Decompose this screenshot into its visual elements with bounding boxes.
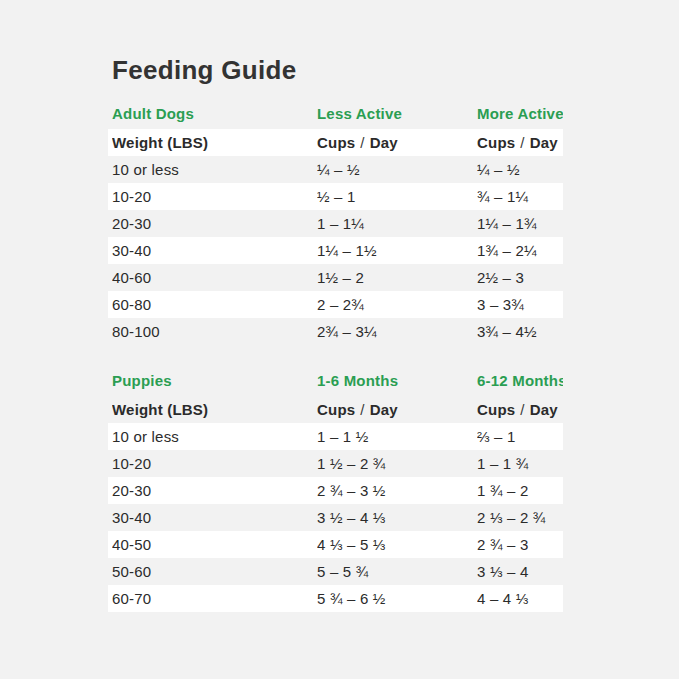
weight-value: 50-60 <box>112 563 317 580</box>
units-cups: Cups <box>317 134 355 151</box>
units-day: Day <box>370 401 398 418</box>
months-1-6-value: 5 ¾ – 6 ½ <box>317 590 477 607</box>
more-active-value: 1¾ – 2¼ <box>477 242 563 259</box>
weight-value: 20-30 <box>112 215 317 232</box>
feeding-guide-page: Feeding Guide Adult Dogs Less Active Mor… <box>0 0 679 612</box>
less-active-value: 1 – 1¼ <box>317 215 477 232</box>
table-row: 40-60 1½ – 2 2½ – 3 <box>108 264 563 291</box>
units-day: Day <box>530 401 558 418</box>
adult-table-header-row: Adult Dogs Less Active More Active <box>108 102 563 124</box>
column-header-more-active: More Active <box>477 105 563 122</box>
less-active-value: 2¾ – 3¼ <box>317 323 477 340</box>
weight-value: 30-40 <box>112 509 317 526</box>
puppies-table: Puppies 1-6 Months 6-12 Months Weight (L… <box>108 369 563 612</box>
weight-value: 10 or less <box>112 161 317 178</box>
table-row: 40-50 4 ⅓ – 5 ⅓ 2 ¾ – 3 <box>108 531 563 558</box>
column-header-1-6-months: 1-6 Months <box>317 372 477 389</box>
table-row: 20-30 1 – 1¼ 1¼ – 1¾ <box>108 210 563 237</box>
column-header-6-12-months: 6-12 Months <box>477 372 563 389</box>
weight-value: 40-60 <box>112 269 317 286</box>
more-active-value: 2½ – 3 <box>477 269 563 286</box>
units-cups: Cups <box>477 401 515 418</box>
units-slash: / <box>360 401 364 418</box>
weight-header: Weight (LBS) <box>112 401 317 418</box>
page-title: Feeding Guide <box>112 56 679 84</box>
months-6-12-value: 4 – 4 ⅓ <box>477 590 563 607</box>
units-header: Cups / Day <box>477 401 563 418</box>
units-slash: / <box>360 134 364 151</box>
more-active-value: 3¾ – 4½ <box>477 323 563 340</box>
table-row: 10-20 1 ½ – 2 ¾ 1 – 1 ¾ <box>108 450 563 477</box>
adult-dogs-table: Adult Dogs Less Active More Active Weigh… <box>108 102 563 345</box>
table-row: 30-40 1¼ – 1½ 1¾ – 2¼ <box>108 237 563 264</box>
weight-value: 20-30 <box>112 482 317 499</box>
column-header-less-active: Less Active <box>317 105 477 122</box>
more-active-value: 1¼ – 1¾ <box>477 215 563 232</box>
less-active-value: 2 – 2¾ <box>317 296 477 313</box>
weight-value: 80-100 <box>112 323 317 340</box>
months-1-6-value: 5 – 5 ¾ <box>317 563 477 580</box>
units-slash: / <box>520 134 524 151</box>
units-header: Cups / Day <box>317 134 477 151</box>
weight-value: 60-80 <box>112 296 317 313</box>
units-slash: / <box>520 401 524 418</box>
table-row: 20-30 2 ¾ – 3 ½ 1 ¾ – 2 <box>108 477 563 504</box>
weight-value: 10-20 <box>112 455 317 472</box>
months-6-12-value: 2 ¾ – 3 <box>477 536 563 553</box>
table-row: 10 or less ¼ – ½ ¼ – ½ <box>108 156 563 183</box>
months-1-6-value: 2 ¾ – 3 ½ <box>317 482 477 499</box>
months-6-12-value: 3 ⅓ – 4 <box>477 563 563 580</box>
table-row: 50-60 5 – 5 ¾ 3 ⅓ – 4 <box>108 558 563 585</box>
weight-value: 10-20 <box>112 188 317 205</box>
table-row: 60-70 5 ¾ – 6 ½ 4 – 4 ⅓ <box>108 585 563 612</box>
months-6-12-value: ⅔ – 1 <box>477 428 563 445</box>
units-cups: Cups <box>477 134 515 151</box>
puppies-table-header-row: Puppies 1-6 Months 6-12 Months <box>108 369 563 391</box>
more-active-value: ¼ – ½ <box>477 161 563 178</box>
section-label-puppies: Puppies <box>112 372 317 389</box>
puppies-subheader-row: Weight (LBS) Cups / Day Cups / Day <box>108 396 563 423</box>
less-active-value: ¼ – ½ <box>317 161 477 178</box>
table-row: 10 or less 1 – 1 ½ ⅔ – 1 <box>108 423 563 450</box>
units-day: Day <box>530 134 558 151</box>
weight-value: 10 or less <box>112 428 317 445</box>
weight-value: 60-70 <box>112 590 317 607</box>
months-1-6-value: 1 ½ – 2 ¾ <box>317 455 477 472</box>
table-row: 60-80 2 – 2¾ 3 – 3¾ <box>108 291 563 318</box>
less-active-value: 1½ – 2 <box>317 269 477 286</box>
months-6-12-value: 1 ¾ – 2 <box>477 482 563 499</box>
more-active-value: 3 – 3¾ <box>477 296 563 313</box>
months-1-6-value: 4 ⅓ – 5 ⅓ <box>317 536 477 553</box>
section-label-adult-dogs: Adult Dogs <box>112 105 317 122</box>
units-header: Cups / Day <box>317 401 477 418</box>
less-active-value: ½ – 1 <box>317 188 477 205</box>
months-6-12-value: 1 – 1 ¾ <box>477 455 563 472</box>
table-row: 30-40 3 ½ – 4 ⅓ 2 ⅓ – 2 ¾ <box>108 504 563 531</box>
units-day: Day <box>370 134 398 151</box>
less-active-value: 1¼ – 1½ <box>317 242 477 259</box>
weight-value: 40-50 <box>112 536 317 553</box>
more-active-value: ¾ – 1¼ <box>477 188 563 205</box>
adult-subheader-row: Weight (LBS) Cups / Day Cups / Day <box>108 129 563 156</box>
months-1-6-value: 3 ½ – 4 ⅓ <box>317 509 477 526</box>
months-6-12-value: 2 ⅓ – 2 ¾ <box>477 509 563 526</box>
units-header: Cups / Day <box>477 134 563 151</box>
months-1-6-value: 1 – 1 ½ <box>317 428 477 445</box>
table-row: 10-20 ½ – 1 ¾ – 1¼ <box>108 183 563 210</box>
units-cups: Cups <box>317 401 355 418</box>
weight-header: Weight (LBS) <box>112 134 317 151</box>
weight-value: 30-40 <box>112 242 317 259</box>
table-row: 80-100 2¾ – 3¼ 3¾ – 4½ <box>108 318 563 345</box>
